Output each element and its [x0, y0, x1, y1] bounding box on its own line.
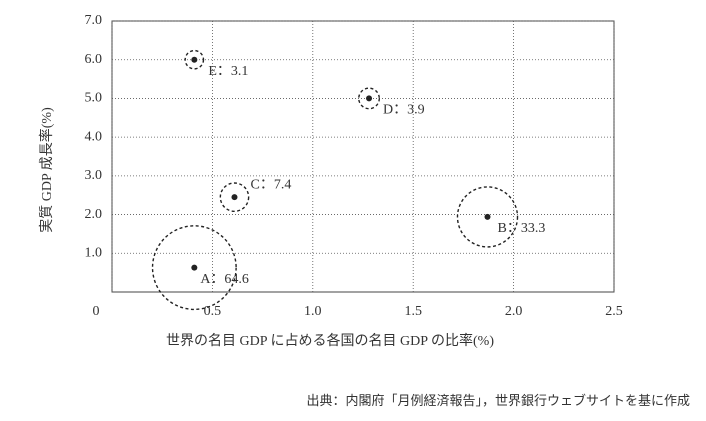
bubble-label: C：7.4	[250, 177, 291, 192]
plot-frame	[111, 20, 615, 293]
point	[484, 213, 491, 220]
y-tick-label: 1.0	[85, 246, 103, 261]
y-tick-label: 6.0	[85, 52, 103, 67]
y-tick-label: 7.0	[85, 13, 103, 28]
x-tick-label: 2.5	[605, 304, 623, 319]
point	[366, 95, 373, 102]
y-axis-title: 実質 GDP 成長率(%)	[38, 107, 55, 233]
bubble-label: E：3.1	[208, 64, 248, 79]
bubble-label: B：33.3	[497, 221, 545, 236]
point	[231, 194, 238, 201]
bubble	[358, 87, 380, 110]
x-axis-title: 世界の名目 GDP に占める各国の名目 GDP の比率(%)	[166, 332, 494, 349]
y-tick-label: 5.0	[85, 91, 103, 106]
source-note: 出典：内閣府「月例経済報告」，世界銀行ウェブサイトを基に作成	[306, 393, 690, 408]
bubble-label: D：3.9	[383, 103, 425, 118]
point	[191, 264, 198, 271]
y-tick-label: 3.0	[85, 168, 103, 183]
x-tick-label: 1.5	[404, 304, 422, 319]
x-tick-label: 1.0	[304, 304, 322, 319]
y-tick-label: 2.0	[85, 207, 103, 222]
bubble	[184, 49, 205, 70]
point	[191, 56, 198, 63]
y-tick-label: 4.0	[85, 129, 103, 144]
bubble	[219, 182, 250, 212]
bubble	[151, 225, 237, 311]
x-tick-label: 0.5	[204, 304, 222, 319]
bubble-label: A：64.6	[200, 272, 249, 287]
x-tick-label: 0	[93, 304, 100, 319]
bubble	[456, 186, 519, 248]
x-tick-label: 2.0	[505, 304, 523, 319]
